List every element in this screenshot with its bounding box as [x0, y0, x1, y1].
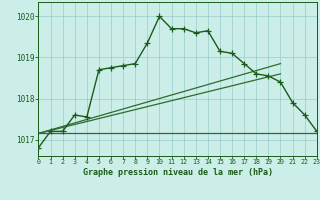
- X-axis label: Graphe pression niveau de la mer (hPa): Graphe pression niveau de la mer (hPa): [83, 168, 273, 177]
